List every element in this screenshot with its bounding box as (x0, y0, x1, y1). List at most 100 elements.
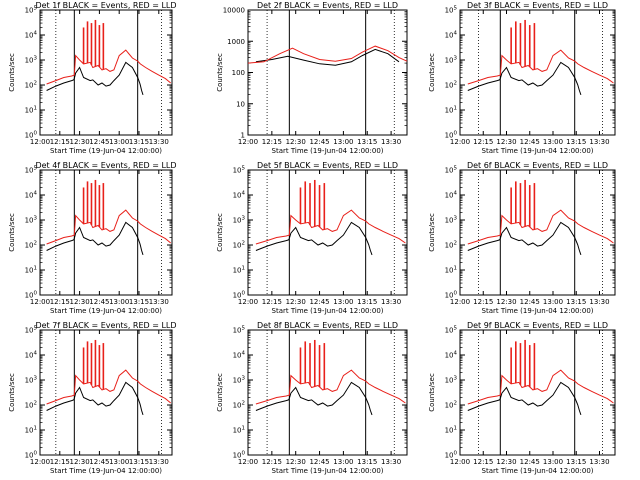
events-series-line (255, 48, 400, 66)
x-tick-label: 12:15 (50, 458, 70, 466)
panel-5: Det 5f BLACK = Events, RED = LLD 12:00 12:… (216, 161, 408, 315)
y-tick-label: 101 (25, 106, 37, 115)
plot-frame (459, 329, 616, 456)
x-tick-label: 13:30 (589, 298, 609, 306)
y-tick-label: 101 (445, 426, 457, 435)
y-tick-label: 105 (25, 166, 38, 175)
y-tick-label: 100 (233, 291, 246, 300)
y-tick-label: 100 (25, 451, 38, 460)
x-tick-label: 13:30 (381, 458, 401, 466)
x-tick-label: 13:00 (543, 458, 563, 466)
y-tick-label: 103 (445, 376, 458, 385)
x-tick-label: 12:00 (238, 458, 258, 466)
lld-series-line (255, 209, 406, 245)
y-tick-label: 104 (445, 191, 458, 200)
y-tick-label: 10 (236, 100, 245, 108)
y-tick-label: 105 (233, 326, 246, 335)
lld-series-line (467, 49, 614, 85)
y-axis-label: Counts/sec (216, 53, 224, 92)
y-tick-label: 104 (233, 351, 246, 360)
y-tick-label: 101 (233, 266, 245, 275)
y-tick-label: 103 (25, 216, 38, 225)
x-tick-label: 12:45 (309, 458, 329, 466)
y-tick-label: 1 (241, 132, 245, 140)
x-tick-label: 12:45 (520, 298, 540, 306)
x-axis-label: Start Time (19-Jun-04 12:00:00) (50, 467, 162, 475)
panel-title: Det 8f BLACK = Events, RED = LLD (257, 321, 398, 330)
x-tick-label: 12:30 (286, 298, 306, 306)
x-tick-label: 13:15 (566, 298, 586, 306)
y-tick-label: 102 (445, 401, 457, 410)
lld-series-line (46, 369, 172, 405)
panel-title: Det 6f BLACK = Events, RED = LLD (467, 161, 608, 170)
x-tick-label: 13:15 (129, 458, 149, 466)
y-tick-label: 101 (25, 426, 37, 435)
y-tick-label: 103 (25, 56, 38, 65)
plot-frame (39, 169, 173, 296)
panel-title: Det 2f BLACK = Events, RED = LLD (257, 1, 398, 10)
x-tick-label: 12:45 (520, 138, 540, 146)
x-tick-label: 13:30 (589, 458, 609, 466)
x-tick-label: 12:45 (309, 298, 329, 306)
y-tick-label: 105 (233, 166, 246, 175)
x-tick-label: 12:00 (30, 458, 50, 466)
x-tick-label: 12:30 (496, 138, 516, 146)
x-tick-label: 12:00 (238, 138, 258, 146)
y-axis-label: Counts/sec (8, 53, 16, 92)
panel-title: Det 7f BLACK = Events, RED = LLD (35, 321, 176, 330)
x-tick-label: 12:45 (309, 138, 329, 146)
x-tick-label: 12:30 (70, 138, 90, 146)
x-tick-label: 13:00 (333, 138, 353, 146)
y-tick-label: 101 (233, 426, 245, 435)
y-axis-label: Counts/sec (8, 213, 16, 252)
x-tick-label: 12:30 (70, 458, 90, 466)
y-axis-label: Counts/sec (428, 373, 436, 412)
events-series-line (467, 221, 582, 256)
y-tick-label: 104 (445, 31, 458, 40)
panel-8: Det 8f BLACK = Events, RED = LLD 12:00 12:… (216, 321, 408, 475)
x-tick-label: 13:30 (149, 298, 169, 306)
x-tick-label: 13:00 (109, 298, 129, 306)
x-tick-label: 13:30 (381, 138, 401, 146)
x-tick-label: 13:00 (333, 458, 353, 466)
x-tick-label: 12:30 (496, 458, 516, 466)
y-tick-label: 100 (233, 451, 246, 460)
x-tick-label: 13:15 (566, 458, 586, 466)
y-axis-label: Counts/sec (428, 53, 436, 92)
x-tick-label: 13:15 (357, 138, 377, 146)
plot-frame (39, 329, 173, 456)
x-axis-label: Start Time (19-Jun-04 12:00:00) (482, 147, 594, 155)
y-tick-label: 105 (25, 6, 38, 15)
events-series-line (467, 381, 582, 416)
x-tick-label: 12:15 (262, 458, 282, 466)
x-tick-label: 12:00 (238, 298, 258, 306)
x-tick-label: 12:45 (89, 298, 109, 306)
lld-series-line (247, 45, 408, 64)
y-tick-label: 104 (445, 351, 458, 360)
x-tick-label: 13:30 (589, 138, 609, 146)
x-tick-label: 12:30 (286, 458, 306, 466)
lld-series-line (467, 209, 614, 245)
x-tick-label: 12:00 (450, 138, 470, 146)
y-tick-label: 102 (25, 241, 37, 250)
y-tick-label: 102 (233, 401, 245, 410)
y-axis-label: Counts/sec (428, 213, 436, 252)
x-tick-label: 12:30 (286, 138, 306, 146)
y-tick-label: 100 (232, 69, 245, 77)
x-axis-label: Start Time (19-Jun-04 12:00:00) (50, 147, 162, 155)
y-tick-label: 101 (445, 106, 457, 115)
x-tick-label: 12:00 (450, 458, 470, 466)
y-tick-label: 100 (25, 291, 38, 300)
y-tick-label: 104 (25, 31, 38, 40)
y-axis-label: Counts/sec (216, 373, 224, 412)
x-tick-label: 13:15 (357, 458, 377, 466)
y-tick-label: 104 (233, 191, 246, 200)
x-tick-label: 12:15 (50, 298, 70, 306)
x-tick-label: 13:30 (149, 138, 169, 146)
y-tick-label: 103 (233, 216, 246, 225)
